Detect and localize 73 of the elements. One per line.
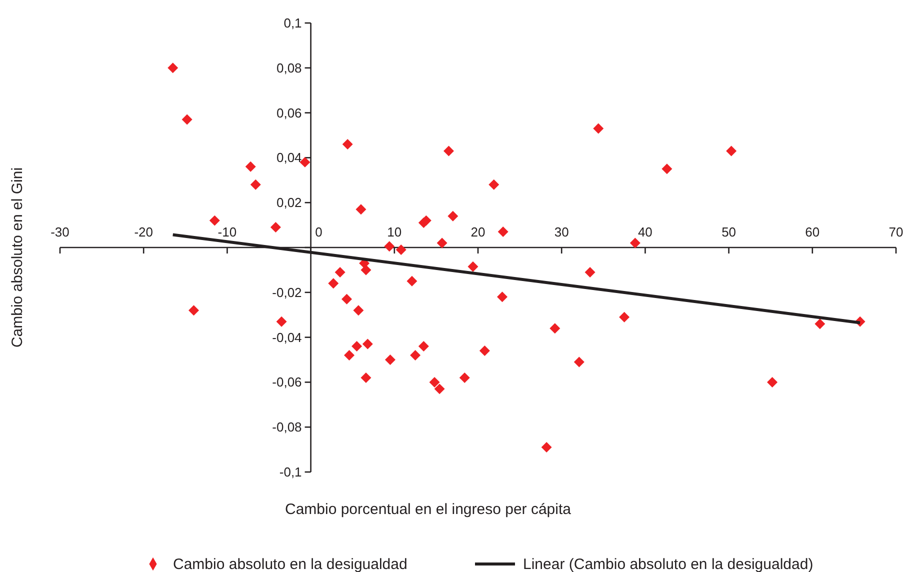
point (384, 354, 396, 365)
y-tick-label: 0,04 (276, 150, 302, 166)
legend-label: Linear (Cambio absoluto en la desigualdad) (523, 556, 814, 572)
point (188, 305, 200, 316)
point (429, 376, 440, 388)
y-tick-label: 0,08 (276, 60, 302, 76)
point (362, 338, 373, 350)
point (342, 138, 353, 150)
point (498, 226, 508, 238)
y-tick-label: 0,06 (276, 105, 302, 120)
y-axis-title: Cambio absoluto en el Gini (9, 167, 26, 348)
point (250, 179, 261, 190)
point (209, 215, 220, 226)
point (468, 261, 478, 272)
point (448, 210, 458, 222)
y-tick-label: -0,02 (272, 284, 302, 300)
point (342, 294, 352, 304)
x-tick-label: 10 (387, 224, 402, 240)
point (276, 316, 287, 327)
x-tick-label: 70 (888, 224, 904, 240)
point (168, 62, 178, 74)
point (245, 161, 256, 172)
y-tick-label: -0,1 (279, 464, 302, 480)
point (550, 323, 560, 334)
point (344, 350, 354, 361)
point (459, 372, 470, 383)
y-tick-label: 0,02 (276, 195, 302, 210)
x-tick-label: -10 (218, 224, 237, 240)
x-tick-label: 0 (315, 224, 322, 240)
point (630, 238, 640, 248)
point (541, 442, 552, 453)
point (767, 376, 778, 388)
point (574, 356, 584, 368)
x-axis-title: Cambio porcentual en el ingreso per cápita (284, 501, 572, 518)
point (410, 350, 421, 361)
point (436, 238, 448, 248)
point (334, 266, 346, 278)
x-tick-label: 50 (722, 224, 736, 240)
legend-label: Cambio absoluto en la desigualdad (173, 556, 408, 572)
point (353, 305, 364, 316)
point (406, 276, 418, 286)
point (479, 346, 490, 356)
point (662, 164, 672, 174)
point (420, 215, 432, 226)
point (418, 341, 429, 352)
point (814, 318, 826, 330)
x-tick-label: 40 (638, 224, 652, 240)
point (328, 278, 339, 289)
x-tick-label: 60 (805, 224, 820, 240)
y-tick-label: -0,06 (272, 374, 302, 390)
y-tick-label: -0,04 (272, 330, 302, 345)
point (396, 244, 406, 255)
point (352, 341, 362, 352)
point (593, 123, 604, 134)
point (384, 241, 395, 252)
point (434, 384, 445, 394)
point (619, 312, 630, 322)
y-tick-label: 0,1 (284, 16, 302, 30)
point (726, 146, 737, 156)
x-tick-label: 20 (470, 224, 486, 240)
point (584, 266, 596, 278)
x-tick-label: 30 (554, 224, 569, 240)
point (182, 114, 192, 125)
point (488, 179, 500, 190)
point (356, 204, 366, 215)
x-tick-label: -20 (134, 224, 153, 240)
point (360, 264, 372, 276)
point (443, 146, 454, 156)
y-tick-label: -0,08 (272, 420, 302, 435)
point (497, 292, 508, 302)
point (360, 372, 372, 383)
point (270, 222, 281, 233)
x-tick-label: -30 (50, 224, 70, 240)
